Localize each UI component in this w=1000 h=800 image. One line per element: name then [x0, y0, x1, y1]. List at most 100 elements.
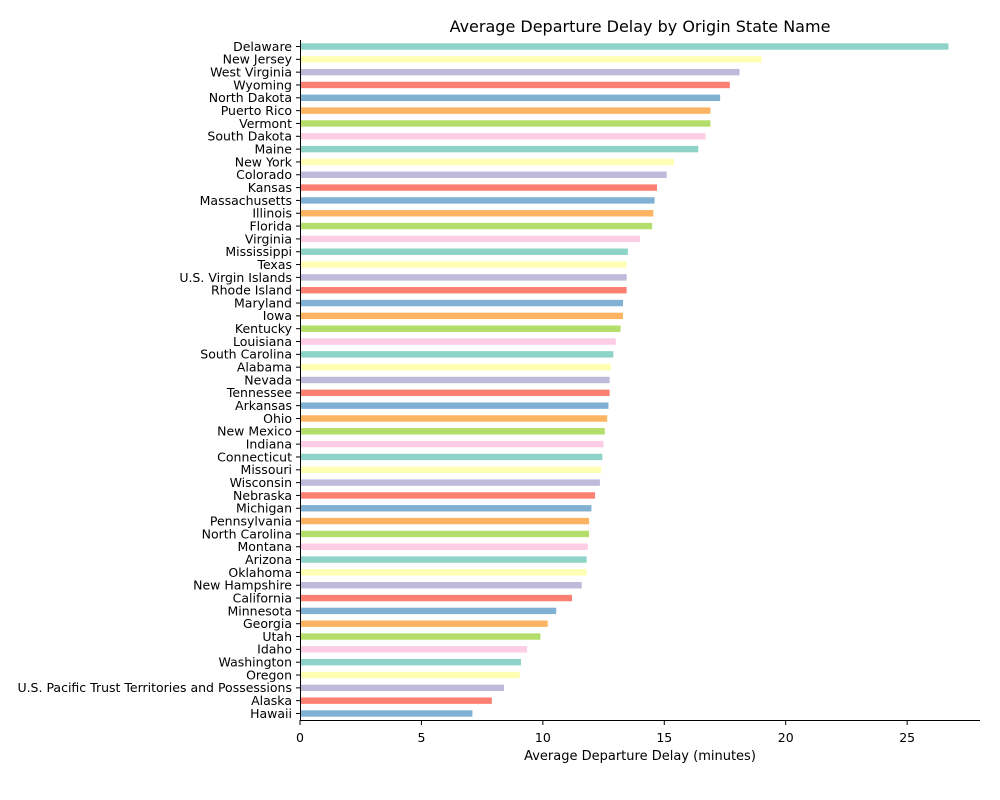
- bar: [300, 505, 592, 512]
- bar: [300, 671, 520, 679]
- bar: [300, 43, 949, 50]
- bar: [300, 453, 603, 461]
- bar: [300, 710, 473, 717]
- category-label: Minnesota: [227, 603, 292, 618]
- category-label: North Carolina: [202, 526, 292, 541]
- category-label: U.S. Virgin Islands: [179, 270, 292, 285]
- x-tick-label: 0: [296, 730, 304, 745]
- bar: [300, 556, 587, 563]
- category-label: Delaware: [233, 39, 292, 54]
- bar: [300, 543, 588, 550]
- category-label: Wisconsin: [230, 475, 292, 490]
- category-label: Connecticut: [217, 449, 292, 464]
- category-label: Hawaii: [250, 706, 292, 721]
- bar: [300, 389, 610, 397]
- category-label: Indiana: [246, 437, 292, 452]
- x-tick-label: 25: [899, 730, 915, 745]
- category-label: Kentucky: [235, 321, 293, 336]
- bar: [300, 107, 711, 114]
- category-label: Arizona: [245, 552, 292, 567]
- category-label: New Hampshire: [193, 578, 292, 593]
- bar: [300, 56, 762, 63]
- bar: [300, 210, 654, 217]
- bar: [300, 492, 596, 499]
- bar: [300, 376, 610, 384]
- bar: [300, 440, 604, 448]
- bar: [300, 684, 504, 692]
- bar: [300, 299, 623, 307]
- bar: [300, 171, 667, 178]
- category-label: Oregon: [246, 667, 292, 682]
- category-label: Alabama: [237, 360, 292, 375]
- bar: [300, 222, 653, 230]
- bar: [300, 530, 589, 538]
- bar: [300, 158, 674, 166]
- category-label: Iowa: [263, 308, 292, 323]
- category-label: Virginia: [245, 231, 292, 246]
- bar: [300, 658, 521, 666]
- bar: [300, 620, 548, 627]
- bar: [300, 338, 616, 345]
- category-label: Oklahoma: [228, 565, 292, 580]
- category-label: New York: [235, 154, 293, 169]
- bar: [300, 325, 621, 332]
- category-label: Colorado: [236, 167, 292, 182]
- category-label: Arkansas: [235, 398, 292, 413]
- category-label: Illinois: [252, 206, 292, 221]
- category-label: California: [233, 590, 292, 605]
- category-label: South Carolina: [200, 347, 292, 362]
- bar: [300, 274, 627, 281]
- bar: [300, 633, 541, 640]
- bar: [300, 197, 655, 204]
- category-label: Missouri: [241, 462, 292, 477]
- category-label: Alaska: [251, 693, 292, 708]
- category-label: Florida: [249, 218, 292, 233]
- category-label: Pennsylvania: [210, 513, 292, 528]
- bar: [300, 569, 587, 576]
- x-tick-label: 20: [778, 730, 794, 745]
- x-ticks-group: 0 5 10 15 20 25: [296, 720, 915, 745]
- bar: [300, 466, 602, 473]
- category-label: Vermont: [239, 116, 292, 131]
- category-label: Montana: [238, 539, 293, 554]
- x-tick-label: 15: [656, 730, 672, 745]
- category-label: Nevada: [244, 372, 292, 387]
- bar: [300, 248, 628, 255]
- category-label: Idaho: [257, 642, 292, 657]
- bar: [300, 94, 721, 102]
- category-label: Mississippi: [225, 244, 292, 259]
- category-label: Georgia: [243, 616, 292, 631]
- category-label: Kansas: [248, 180, 292, 195]
- category-label: Maryland: [234, 295, 292, 310]
- x-tick-label: 5: [417, 730, 425, 745]
- category-label: Rhode Island: [211, 283, 292, 298]
- category-label: Washington: [219, 655, 292, 670]
- bar: [300, 312, 623, 320]
- chart-title: Average Departure Delay by Origin State …: [450, 17, 831, 36]
- category-label: Tennessee: [226, 385, 292, 400]
- bar: [300, 646, 528, 653]
- x-tick-label: 10: [535, 730, 551, 745]
- category-label: New Jersey: [223, 52, 293, 67]
- bar: [300, 261, 627, 268]
- bar: [300, 120, 711, 127]
- bar: [300, 235, 640, 243]
- bar: [300, 428, 605, 435]
- bar: [300, 133, 706, 140]
- category-label: Puerto Rico: [221, 103, 292, 118]
- bar: [300, 415, 608, 422]
- category-label: Ohio: [263, 411, 292, 426]
- category-label: Wyoming: [233, 77, 292, 92]
- category-label: North Dakota: [209, 90, 292, 105]
- category-label: Massachusetts: [200, 193, 292, 208]
- category-label: U.S. Pacific Trust Territories and Posse…: [17, 680, 292, 695]
- bar: [300, 287, 627, 294]
- bar: [300, 697, 492, 704]
- category-label: Maine: [254, 141, 292, 156]
- bar: [300, 184, 657, 191]
- category-label: South Dakota: [207, 129, 292, 144]
- category-label: West Virginia: [210, 65, 292, 80]
